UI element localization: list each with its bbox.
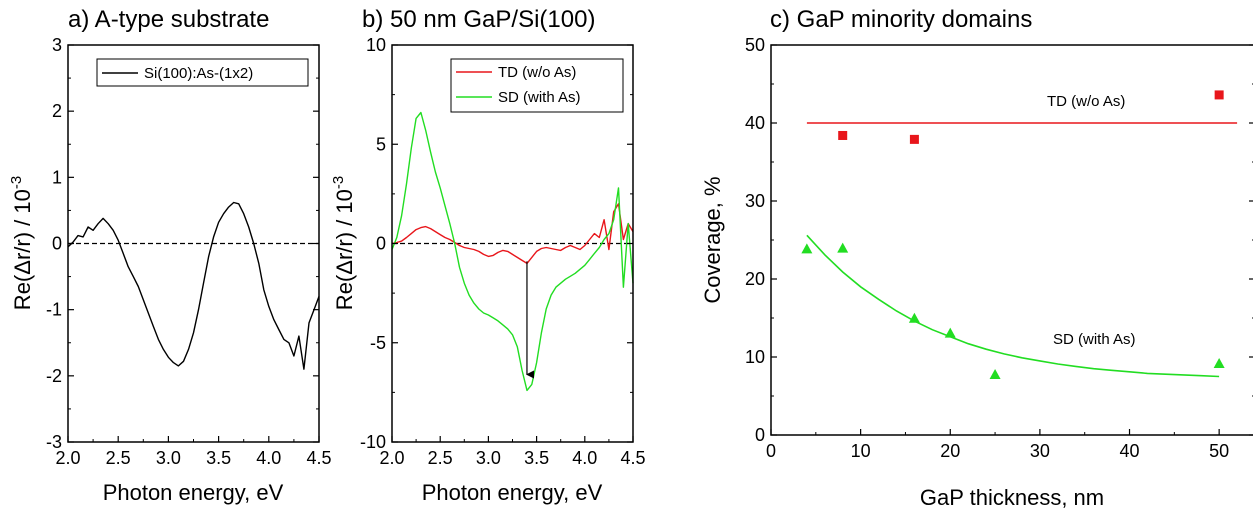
y-tick-label: 10 (745, 347, 765, 367)
panel-b-y-label-exponent: -3 (330, 176, 347, 189)
y-tick-label: -10 (360, 432, 386, 452)
y-tick-label: 1 (52, 167, 62, 187)
fit-line (806, 234, 1220, 378)
x-tick-label: 40 (1120, 441, 1140, 461)
x-tick-label: 3.0 (156, 448, 181, 468)
data-point-triangle (801, 243, 813, 254)
panel-b-plot-area (391, 111, 634, 392)
x-tick-label: 2.0 (55, 448, 80, 468)
x-tick-label: 3.5 (524, 448, 549, 468)
x-tick-label: 30 (1030, 441, 1050, 461)
panel-b-legend-box (450, 58, 624, 113)
panel-a-frame (67, 44, 320, 443)
data-point-triangle (989, 368, 1001, 379)
panel-a-y-ticks: -3 -2 -1 0 1 2 3 (46, 35, 319, 452)
y-tick-label: 2 (52, 101, 62, 121)
y-tick-label: -1 (46, 300, 62, 320)
x-tick-label: 4.5 (306, 448, 331, 468)
x-tick-label: 4.5 (620, 448, 645, 468)
panel-b-legend-label-td: TD (w/o As) (498, 64, 576, 81)
panel-a-y-axis-label: Re(Δr/r) / 10-3 (8, 176, 35, 310)
x-tick-label: 50 (1209, 441, 1229, 461)
x-tick-label: 3.0 (476, 448, 501, 468)
panel-a-x-ticks: 2.0 2.5 3.0 3.5 4.0 4.5 (55, 436, 332, 468)
panel-a-y-label-base: Re(Δr/r) / 10 (10, 189, 35, 310)
panel-c-annotation-sd: SD (with As) (1053, 331, 1136, 348)
data-point-square (909, 134, 919, 144)
data-point-triangle (1213, 358, 1225, 369)
panel-b-x-axis-label: Photon energy, eV (422, 480, 603, 505)
y-tick-label: 0 (755, 425, 765, 445)
panel-b: b) 50 nm GaP/Si(100) 2.0 2.5 3.0 3.5 4.0 4.5 … (330, 6, 646, 505)
panel-b-y-ticks: -10 -5 0 5 10 (360, 35, 633, 452)
y-tick-label: 40 (745, 113, 765, 133)
data-point-triangle (944, 327, 956, 338)
series-line (391, 203, 634, 265)
panel-b-legend: TD (w/o As) SD (with As) (450, 58, 624, 113)
panel-c-x-axis-label: GaP thickness, nm (920, 485, 1104, 510)
panel-c-x-ticks: 0 10 20 30 40 50 (766, 429, 1229, 461)
y-tick-label: -5 (370, 333, 386, 353)
x-tick-label: 4.0 (572, 448, 597, 468)
x-tick-label: 3.5 (206, 448, 231, 468)
y-tick-label: -3 (46, 432, 62, 452)
x-tick-label: 2.5 (428, 448, 453, 468)
y-tick-label: 0 (52, 234, 62, 254)
panel-a-legend: Si(100):As-(1x2) (96, 58, 309, 87)
panel-a: a) A-type substrate 2.0 2.5 3.0 3.5 4.0 4.5 -… (8, 6, 332, 505)
panel-c-frame (770, 44, 1253, 436)
data-point-triangle (908, 312, 920, 323)
y-tick-label: 5 (376, 134, 386, 154)
x-tick-label: 2.0 (379, 448, 404, 468)
y-tick-label: 3 (52, 35, 62, 55)
panel-a-y-label-exponent: -3 (8, 176, 25, 189)
series-line (67, 201, 320, 370)
panel-b-legend-label-sd: SD (with As) (498, 89, 581, 106)
y-tick-label: -2 (46, 366, 62, 386)
panel-b-x-ticks: 2.0 2.5 3.0 3.5 4.0 4.5 (379, 436, 646, 468)
x-tick-label: 4.0 (256, 448, 281, 468)
x-tick-label: 10 (851, 441, 871, 461)
y-tick-label: 50 (745, 35, 765, 55)
panel-a-legend-label: Si(100):As-(1x2) (144, 65, 253, 82)
panel-b-y-axis-label: Re(Δr/r) / 10-3 (330, 176, 357, 310)
data-point-square (1214, 90, 1224, 100)
y-tick-label: 10 (366, 35, 386, 55)
y-tick-label: 30 (745, 191, 765, 211)
y-tick-label: 0 (376, 234, 386, 254)
panel-c: c) GaP minority domains 0 10 20 30 40 50 0 10 2… (700, 6, 1253, 510)
data-point-triangle (837, 242, 849, 253)
panel-c-title: c) GaP minority domains (770, 6, 1032, 33)
panel-a-x-axis-label: Photon energy, eV (103, 480, 284, 505)
panel-b-y-label-base: Re(Δr/r) / 10 (332, 189, 357, 310)
y-tick-label: 20 (745, 269, 765, 289)
x-tick-label: 20 (940, 441, 960, 461)
x-tick-label: 2.5 (106, 448, 131, 468)
panel-a-title: a) A-type substrate (68, 6, 269, 33)
panel-c-y-ticks: 0 10 20 30 40 50 (745, 35, 1253, 445)
panel-c-annotation-td: TD (w/o As) (1047, 93, 1125, 110)
x-tick-label: 0 (766, 441, 776, 461)
panel-c-y-axis-label: Coverage, % (700, 176, 725, 303)
panel-c-plot-area (801, 90, 1238, 379)
series-line (391, 111, 634, 392)
panel-b-title: b) 50 nm GaP/Si(100) (362, 6, 595, 33)
data-point-square (838, 130, 848, 140)
panel-a-plot-area (67, 201, 320, 370)
